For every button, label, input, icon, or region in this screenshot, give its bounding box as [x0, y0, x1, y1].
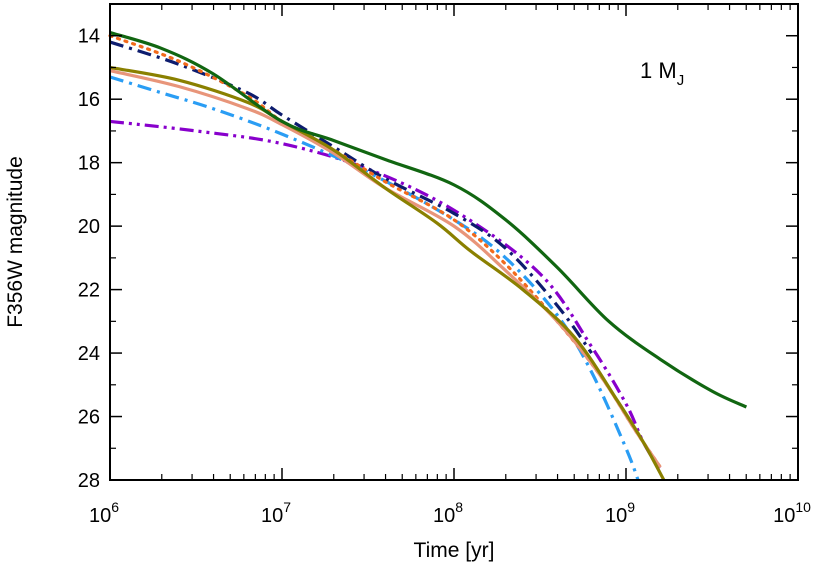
- y-tick-label: 28: [78, 470, 100, 492]
- series-line-4: [108, 34, 662, 469]
- series-line-3: [109, 40, 593, 355]
- mass-annotation-main: 1 M: [640, 58, 677, 83]
- x-tick-label: 1010: [773, 499, 811, 527]
- y-tick-label: 14: [78, 26, 100, 48]
- y-tick-label: 26: [78, 407, 100, 429]
- tick-layer: [109, 3, 799, 481]
- series-line-2: [109, 75, 640, 481]
- series-line-6: [109, 65, 666, 481]
- x-tick-label: 109: [605, 499, 635, 527]
- y-axis-label: F356W magnitude: [4, 156, 27, 328]
- tick-label-layer: 106 107 108 109 1010 14 16 18 20 22 24 26 28: [78, 26, 811, 527]
- y-tick-label: 16: [78, 89, 100, 111]
- x-axis-label: Time [yr]: [414, 539, 495, 562]
- series-line-7: [109, 31, 748, 409]
- y-tick-label: 24: [78, 343, 100, 365]
- y-tick-label: 20: [78, 216, 100, 238]
- x-tick-label: 108: [433, 499, 463, 527]
- x-tick-label: 107: [261, 499, 291, 527]
- series-line-1: [109, 119, 662, 472]
- x-tick-label: 106: [89, 499, 119, 527]
- series-layer: [108, 31, 748, 481]
- y-tick-label: 22: [78, 280, 100, 302]
- y-tick-label: 18: [78, 153, 100, 175]
- mass-annotation: 1 MJ: [640, 58, 684, 89]
- mass-annotation-subscript: J: [677, 72, 685, 89]
